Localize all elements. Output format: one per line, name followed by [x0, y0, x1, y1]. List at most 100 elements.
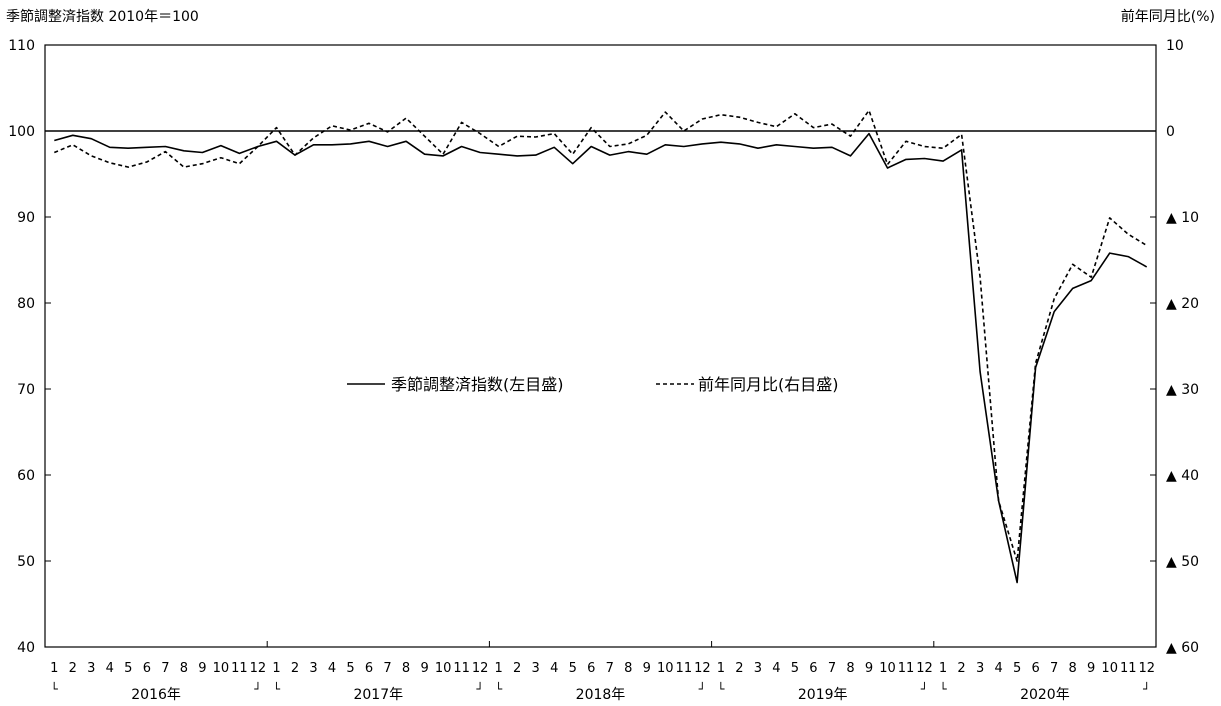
month-tick-label: 8 [180, 661, 188, 676]
year-label: 2020年 [1020, 687, 1070, 703]
month-tick-label: 1 [939, 661, 947, 676]
month-tick-label: 1 [495, 661, 503, 676]
year-bracket-start: └ [495, 681, 503, 696]
right-axis-tick-label: ▲ 60 [1166, 640, 1199, 656]
month-tick-label: 12 [250, 661, 267, 676]
month-tick-label: 6 [1032, 661, 1040, 676]
right-axis-tick-label: ▲ 40 [1166, 468, 1199, 484]
left-axis-tick-label: 110 [8, 38, 35, 54]
month-tick-label: 6 [365, 661, 373, 676]
month-tick-label: 7 [1050, 661, 1058, 676]
month-tick-label: 5 [1013, 661, 1021, 676]
year-bracket-end: ┘ [1142, 681, 1150, 696]
month-tick-label: 3 [976, 661, 984, 676]
month-tick-label: 6 [143, 661, 151, 676]
month-tick-label: 5 [124, 661, 132, 676]
left-axis-tick-label: 50 [17, 554, 35, 570]
month-tick-label: 4 [772, 661, 780, 676]
year-bracket-end: ┘ [253, 681, 261, 696]
month-tick-label: 11 [676, 661, 693, 676]
month-tick-label: 1 [50, 661, 58, 676]
month-tick-label: 12 [472, 661, 489, 676]
year-label: 2016年 [131, 687, 181, 703]
month-tick-label: 4 [994, 661, 1002, 676]
month-tick-label: 11 [231, 661, 248, 676]
month-tick-label: 3 [754, 661, 762, 676]
month-tick-label: 3 [309, 661, 317, 676]
left-axis-tick-label: 80 [17, 296, 35, 312]
month-tick-label: 4 [106, 661, 114, 676]
legend-label-index: 季節調整済指数(左目盛) [391, 375, 564, 394]
month-tick-label: 7 [161, 661, 169, 676]
year-bracket-start: └ [717, 681, 725, 696]
right-axis-tick-label: 10 [1166, 38, 1184, 54]
month-tick-label: 2 [513, 661, 521, 676]
right-axis-tick-label: 0 [1166, 124, 1175, 140]
month-tick-label: 6 [809, 661, 817, 676]
month-tick-label: 12 [694, 661, 711, 676]
month-tick-label: 9 [1087, 661, 1095, 676]
month-tick-label: 6 [587, 661, 595, 676]
month-tick-label: 2 [69, 661, 77, 676]
right-axis-tick-label: ▲ 10 [1166, 210, 1199, 226]
month-tick-label: 10 [879, 661, 896, 676]
right-axis-tick-label: ▲ 20 [1166, 296, 1199, 312]
right-axis-tick-label: ▲ 50 [1166, 554, 1199, 570]
series-line-index [54, 132, 1148, 584]
legend-label-yoy: 前年同月比(右目盛) [698, 375, 839, 394]
left-axis-tick-label: 70 [17, 382, 35, 398]
month-tick-label: 7 [828, 661, 836, 676]
month-tick-label: 7 [383, 661, 391, 676]
left-axis-tick-label: 60 [17, 468, 35, 484]
month-tick-label: 9 [865, 661, 873, 676]
left-axis-tick-label: 90 [17, 210, 35, 226]
month-tick-label: 8 [624, 661, 632, 676]
right-axis-title: 前年同月比(%) [1120, 9, 1215, 25]
year-label: 2017年 [353, 687, 403, 703]
left-axis-title: 季節調整済指数 2010年＝100 [6, 9, 199, 25]
legend: 季節調整済指数(左目盛) 前年同月比(右目盛) [347, 375, 839, 394]
year-label: 2019年 [798, 687, 848, 703]
month-tick-label: 8 [402, 661, 410, 676]
month-tick-label: 2 [735, 661, 743, 676]
month-tick-label: 1 [717, 661, 725, 676]
year-bracket-end: ┘ [920, 681, 928, 696]
month-tick-label: 11 [453, 661, 470, 676]
month-tick-label: 8 [846, 661, 854, 676]
series-line-yoy [53, 109, 1148, 562]
month-tick-label: 5 [569, 661, 577, 676]
year-bracket-end: ┘ [698, 681, 706, 696]
month-tick-label: 10 [435, 661, 452, 676]
month-tick-label: 5 [791, 661, 799, 676]
right-axis-tick-label: ▲ 30 [1166, 382, 1199, 398]
month-tick-label: 3 [532, 661, 540, 676]
left-axis-tick-label: 40 [17, 640, 35, 656]
month-tick-label: 1 [272, 661, 280, 676]
month-tick-label: 4 [328, 661, 336, 676]
month-tick-label: 12 [1138, 661, 1155, 676]
year-bracket-end: ┘ [476, 681, 484, 696]
plot-frame [44, 44, 1157, 648]
month-tick-label: 2 [291, 661, 299, 676]
month-tick-label: 9 [643, 661, 651, 676]
year-bracket-start: └ [273, 681, 281, 696]
year-bracket-start: └ [51, 681, 59, 696]
month-tick-label: 11 [898, 661, 915, 676]
month-tick-label: 3 [87, 661, 95, 676]
month-tick-label: 8 [1069, 661, 1077, 676]
year-bracket-start: └ [939, 681, 947, 696]
month-tick-label: 10 [657, 661, 674, 676]
month-tick-label: 11 [1120, 661, 1137, 676]
month-tick-label: 9 [198, 661, 206, 676]
month-tick-label: 7 [606, 661, 614, 676]
month-tick-label: 10 [213, 661, 230, 676]
month-tick-label: 12 [916, 661, 933, 676]
month-tick-label: 10 [1101, 661, 1118, 676]
left-axis-tick-label: 100 [8, 124, 35, 140]
month-tick-label: 5 [346, 661, 354, 676]
year-label: 2018年 [576, 687, 626, 703]
month-tick-label: 9 [420, 661, 428, 676]
month-tick-label: 2 [957, 661, 965, 676]
month-tick-label: 4 [550, 661, 558, 676]
